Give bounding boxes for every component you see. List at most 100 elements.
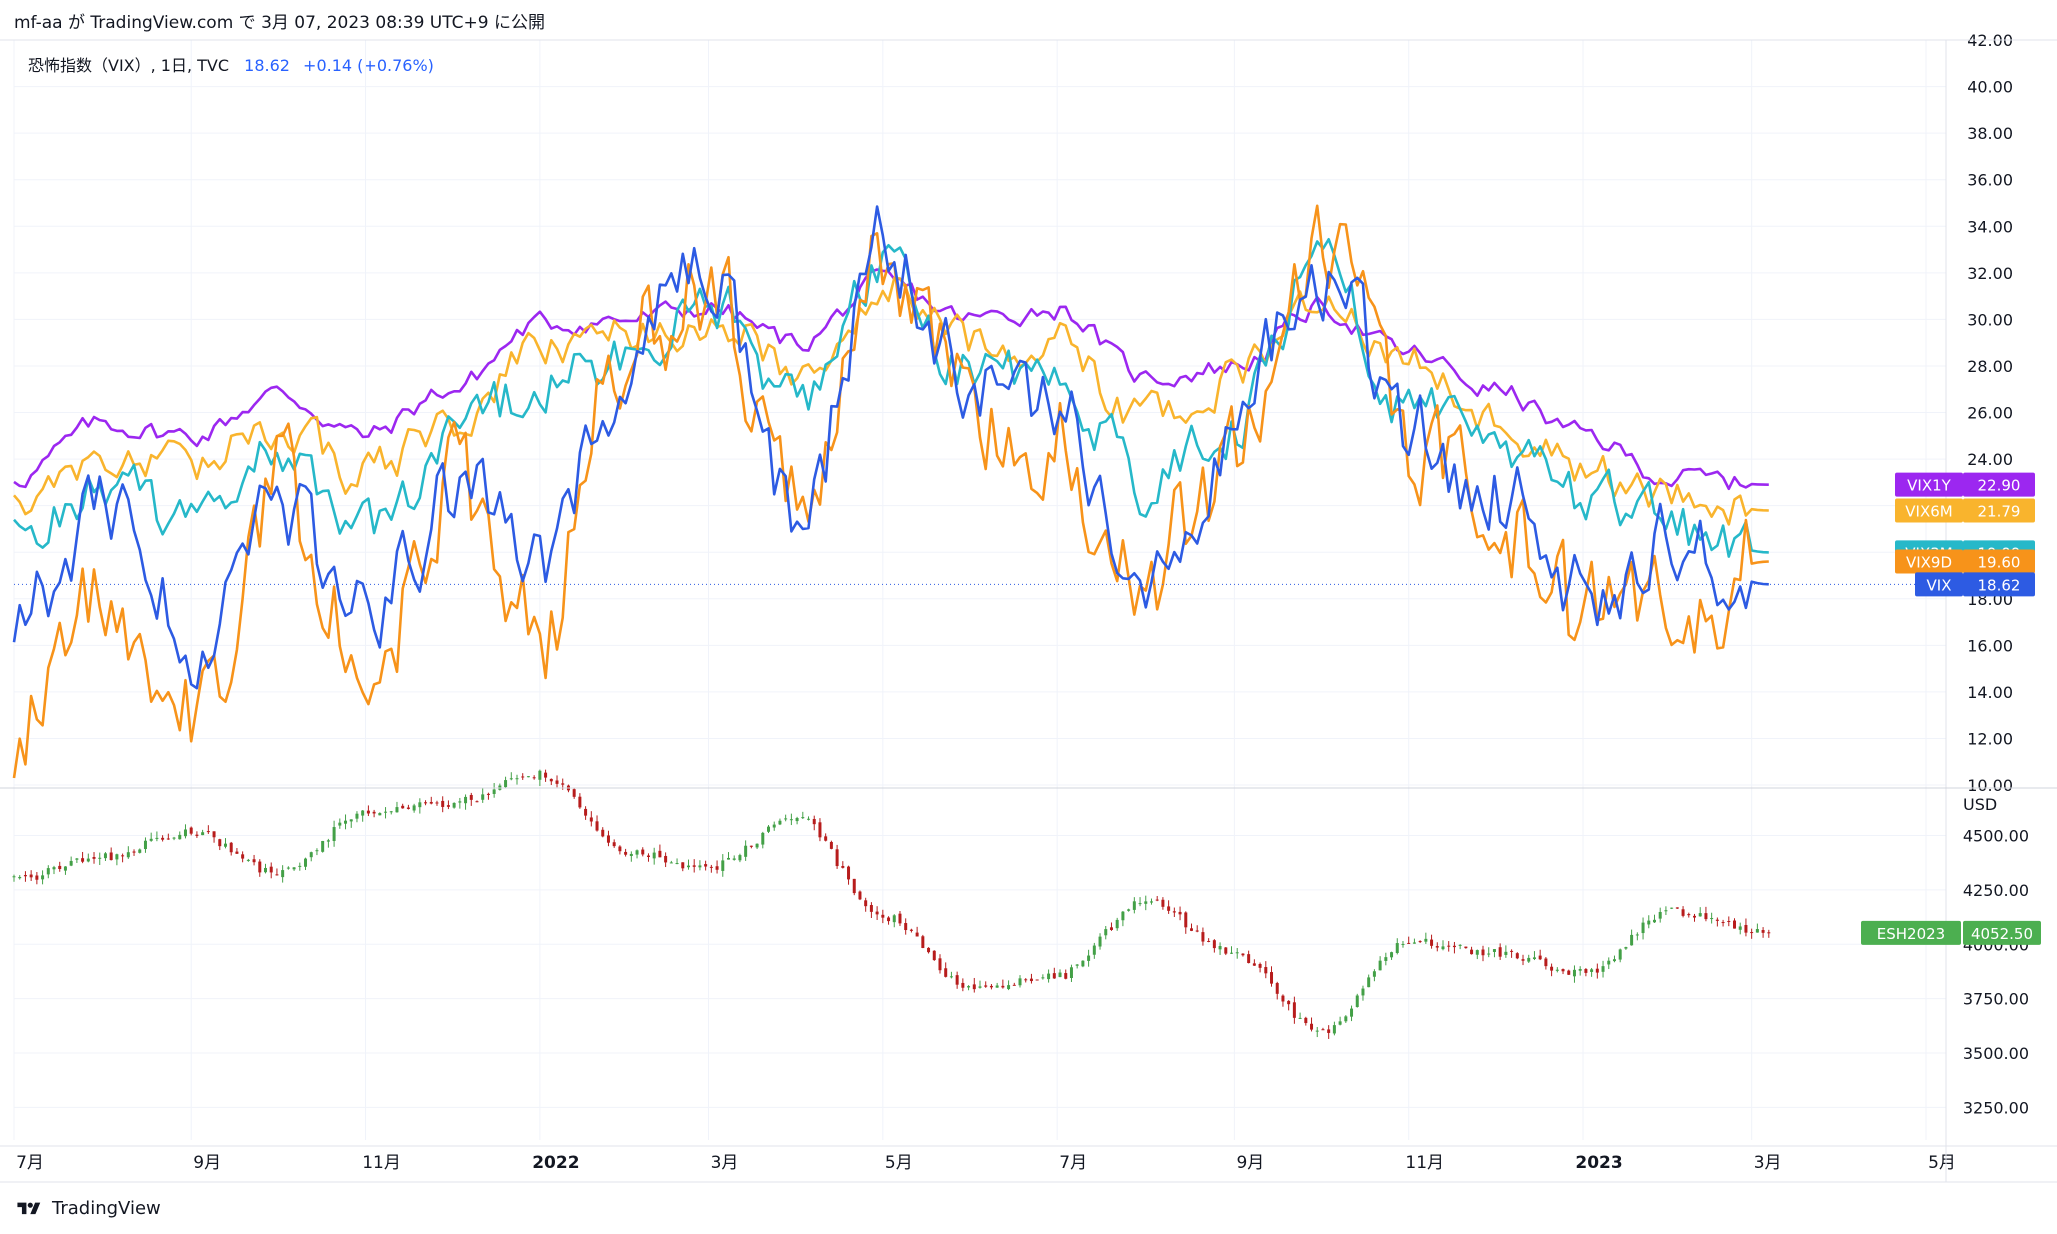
candle-body <box>149 838 153 841</box>
candle-body <box>1510 950 1514 952</box>
candle-body <box>366 810 370 814</box>
candle-body <box>686 865 690 868</box>
candle-body <box>1235 952 1239 954</box>
candle-body <box>132 851 136 853</box>
candle-body <box>669 862 673 864</box>
candle-body <box>1024 979 1028 981</box>
candle-body <box>641 849 645 855</box>
candle-body <box>955 975 959 985</box>
candle-body <box>241 854 245 859</box>
candle-body <box>646 855 650 858</box>
candle-body <box>1550 966 1554 971</box>
candle-body <box>1292 1002 1296 1018</box>
candle-body <box>709 866 713 868</box>
candle-body <box>1435 946 1439 948</box>
candle-body <box>1350 1008 1354 1017</box>
candle-body <box>349 819 353 822</box>
candle-body <box>441 800 445 807</box>
candle-body <box>435 802 439 804</box>
y-tick-label: 10.00 <box>1967 776 2013 795</box>
candle-body <box>1652 919 1656 923</box>
candle-body <box>492 789 496 794</box>
candle-body <box>1069 967 1073 978</box>
candle-body <box>321 840 325 852</box>
candle-body <box>475 801 479 803</box>
legend-value: 18.62 <box>244 56 290 75</box>
candle-body <box>1430 939 1434 946</box>
candle-body <box>1721 922 1725 924</box>
candle-body <box>355 813 359 819</box>
candle-body <box>86 858 90 862</box>
y-tick-label: 3750.00 <box>1963 990 2029 1009</box>
candle-body <box>1052 973 1056 979</box>
candle-body <box>1578 969 1582 971</box>
price-labels: VIX1Y22.90VIX6M21.79VIX3M19.99VIX9D19.60… <box>1861 472 2041 945</box>
candle-body <box>372 811 376 814</box>
grid <box>13 39 1946 1140</box>
x-tick-label: 3月 <box>711 1153 739 1173</box>
candle-body <box>1092 945 1096 955</box>
candle-body <box>624 851 628 855</box>
candle-body <box>549 778 553 782</box>
candle-body <box>264 867 268 873</box>
candle-body <box>1298 1017 1302 1019</box>
candle-body <box>1247 954 1251 964</box>
candle-body <box>589 817 593 822</box>
candle-body <box>189 827 193 834</box>
candle-body <box>704 864 708 867</box>
candle-body <box>1161 899 1165 907</box>
candle-body <box>744 845 748 857</box>
candle-body <box>1018 978 1022 986</box>
candle-body <box>1264 967 1268 974</box>
candle-body <box>1590 969 1594 972</box>
candle-body <box>829 841 833 849</box>
series-value-text: 19.60 <box>1978 554 2021 572</box>
x-tick-label: 11月 <box>362 1153 401 1173</box>
candle-body <box>486 793 490 795</box>
candle-body <box>801 817 805 819</box>
candle-body <box>1738 926 1742 930</box>
candle-body <box>1715 919 1719 921</box>
candle-body <box>1675 907 1679 909</box>
candle-body <box>98 857 102 859</box>
candle-body <box>521 776 525 778</box>
series-name-tag <box>1895 472 1963 497</box>
candle-body <box>12 876 16 878</box>
candle-body <box>389 811 393 813</box>
candle-body <box>1001 985 1005 988</box>
candle-body <box>721 860 725 871</box>
candle-body <box>344 820 348 824</box>
candle-body <box>304 858 308 867</box>
candle-body <box>961 982 965 988</box>
candle-body <box>1601 966 1605 972</box>
candle-body <box>807 818 811 820</box>
candle-body <box>1047 973 1051 980</box>
candle-body <box>1149 901 1153 903</box>
candle-body <box>1464 946 1468 949</box>
candle-body <box>1087 955 1091 961</box>
candle-body <box>858 891 862 900</box>
candle-body <box>1687 914 1691 916</box>
candle-body <box>1144 901 1148 904</box>
series-name-tag <box>1895 498 1963 523</box>
candle-body <box>1189 928 1193 931</box>
candle-body <box>664 855 668 863</box>
candle-body <box>1241 953 1245 956</box>
candle-body <box>1567 970 1571 975</box>
candle-body <box>1401 943 1405 945</box>
candle-body <box>1361 988 1365 996</box>
candle-body <box>824 836 828 841</box>
candle-body <box>1727 921 1731 923</box>
candle-body <box>81 858 85 862</box>
candle-body <box>286 867 290 869</box>
candle-body <box>29 874 33 878</box>
candle-body <box>92 857 96 859</box>
candle-body <box>1121 911 1125 921</box>
es-name-text: ESH2023 <box>1877 925 1945 943</box>
candle-body <box>841 865 845 868</box>
candle-body <box>23 875 27 877</box>
candle-body <box>778 820 782 825</box>
candle-body <box>944 968 948 977</box>
candle-body <box>555 780 559 784</box>
